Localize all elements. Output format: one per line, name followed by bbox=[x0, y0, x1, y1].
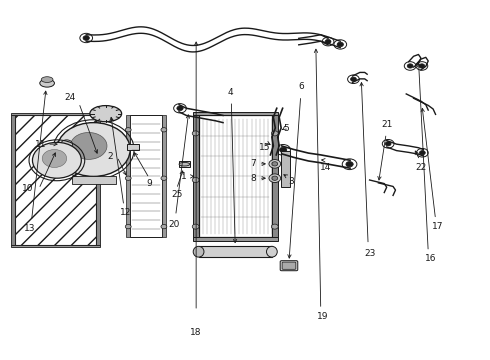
Text: 3: 3 bbox=[289, 177, 294, 186]
Bar bbox=[11, 244, 100, 247]
Text: 6: 6 bbox=[298, 82, 304, 91]
Ellipse shape bbox=[41, 77, 53, 82]
Ellipse shape bbox=[90, 105, 122, 122]
Text: 23: 23 bbox=[364, 249, 375, 258]
Text: 19: 19 bbox=[318, 312, 329, 321]
FancyBboxPatch shape bbox=[280, 261, 298, 271]
Text: 13: 13 bbox=[24, 224, 36, 233]
Circle shape bbox=[271, 177, 278, 183]
Text: 16: 16 bbox=[425, 255, 437, 264]
Circle shape bbox=[161, 128, 167, 132]
Bar bbox=[130, 116, 162, 237]
Circle shape bbox=[337, 42, 343, 47]
Circle shape bbox=[161, 176, 167, 180]
Ellipse shape bbox=[193, 246, 204, 257]
Text: 5: 5 bbox=[284, 123, 290, 132]
Circle shape bbox=[32, 142, 81, 178]
Circle shape bbox=[61, 140, 73, 148]
Circle shape bbox=[71, 132, 107, 159]
Circle shape bbox=[192, 224, 199, 229]
Circle shape bbox=[334, 40, 346, 49]
Bar bbox=[272, 116, 278, 237]
Text: 1: 1 bbox=[181, 172, 187, 181]
Text: 15: 15 bbox=[259, 143, 270, 152]
Bar bbox=[127, 144, 139, 149]
Text: 12: 12 bbox=[120, 208, 131, 217]
Text: 9: 9 bbox=[147, 179, 152, 188]
Circle shape bbox=[416, 62, 428, 70]
Bar bbox=[193, 116, 198, 237]
Circle shape bbox=[325, 40, 331, 44]
Circle shape bbox=[347, 75, 359, 84]
Circle shape bbox=[125, 176, 131, 180]
Bar bbox=[198, 246, 272, 257]
Circle shape bbox=[416, 148, 428, 157]
Text: 24: 24 bbox=[65, 93, 75, 102]
Circle shape bbox=[271, 131, 278, 136]
Text: 17: 17 bbox=[432, 222, 444, 231]
Circle shape bbox=[346, 162, 353, 167]
Text: 21: 21 bbox=[381, 120, 392, 129]
Circle shape bbox=[272, 162, 278, 166]
Bar bbox=[126, 116, 130, 237]
Circle shape bbox=[177, 106, 183, 111]
Circle shape bbox=[80, 33, 93, 42]
Text: 11: 11 bbox=[35, 140, 47, 149]
Circle shape bbox=[220, 117, 226, 121]
Circle shape bbox=[271, 224, 278, 229]
Circle shape bbox=[125, 225, 131, 229]
Bar bbox=[193, 112, 278, 116]
Circle shape bbox=[385, 141, 391, 146]
Text: 8: 8 bbox=[250, 174, 256, 183]
Text: 7: 7 bbox=[250, 159, 256, 168]
Circle shape bbox=[272, 176, 278, 180]
Circle shape bbox=[269, 174, 281, 183]
Polygon shape bbox=[198, 116, 272, 237]
Text: 18: 18 bbox=[191, 328, 202, 337]
Bar bbox=[281, 151, 291, 187]
Circle shape bbox=[322, 37, 334, 46]
Circle shape bbox=[161, 225, 167, 229]
Bar bbox=[15, 116, 96, 244]
Text: 10: 10 bbox=[22, 184, 33, 193]
Circle shape bbox=[342, 159, 357, 170]
Circle shape bbox=[42, 149, 67, 167]
Circle shape bbox=[404, 62, 416, 70]
Circle shape bbox=[192, 177, 199, 183]
Bar bbox=[193, 237, 278, 241]
Text: 14: 14 bbox=[320, 163, 331, 172]
Bar bbox=[72, 176, 116, 184]
Circle shape bbox=[382, 139, 394, 148]
Circle shape bbox=[279, 147, 287, 153]
FancyBboxPatch shape bbox=[282, 262, 296, 269]
Bar bbox=[96, 116, 100, 244]
Ellipse shape bbox=[179, 162, 190, 166]
Circle shape bbox=[57, 123, 130, 176]
Circle shape bbox=[216, 114, 229, 124]
Circle shape bbox=[269, 159, 281, 168]
Text: 2: 2 bbox=[108, 152, 114, 161]
Bar bbox=[11, 113, 100, 116]
Circle shape bbox=[192, 131, 199, 136]
Circle shape bbox=[419, 150, 425, 155]
Text: 22: 22 bbox=[415, 163, 426, 172]
Circle shape bbox=[276, 144, 291, 155]
Bar bbox=[179, 161, 190, 167]
Ellipse shape bbox=[267, 246, 277, 257]
Circle shape bbox=[125, 128, 131, 132]
Circle shape bbox=[173, 104, 186, 113]
Circle shape bbox=[407, 64, 413, 68]
Ellipse shape bbox=[40, 79, 54, 87]
Bar bbox=[11, 116, 15, 244]
Circle shape bbox=[419, 64, 425, 68]
Text: 4: 4 bbox=[227, 87, 233, 96]
Text: 20: 20 bbox=[169, 220, 180, 229]
Circle shape bbox=[83, 36, 89, 40]
Text: 25: 25 bbox=[171, 190, 182, 199]
Bar bbox=[162, 116, 166, 237]
Circle shape bbox=[350, 77, 356, 81]
